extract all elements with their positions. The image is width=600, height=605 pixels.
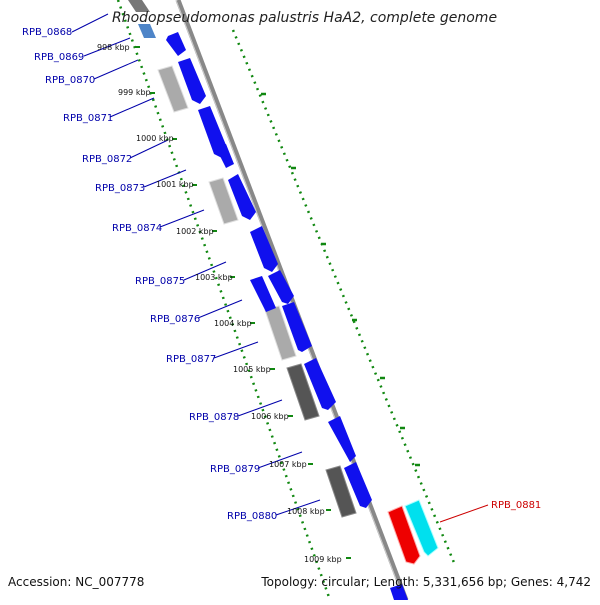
gene-arrow-cyan[interactable] [404,499,439,557]
gene-label[interactable]: RPB_0874 [112,223,162,234]
kbp-label: 1002 kbp [176,227,214,236]
kbp-label: 1004 kbp [214,319,252,328]
gene-arrow[interactable] [216,144,234,168]
gene-box[interactable] [138,24,156,38]
gene-arrow[interactable] [198,106,228,158]
inner-dotted-guide [116,0,332,601]
gene-label[interactable]: RPB_0868 [22,27,72,38]
gene-label[interactable]: RPB_0870 [45,75,95,86]
gene-arrow-red[interactable] [387,505,421,565]
gene-arrow[interactable] [228,174,256,220]
gene-label[interactable]: RPB_0873 [95,183,145,194]
gene-label[interactable]: RPB_0879 [210,464,260,475]
gene-arrow[interactable] [250,226,278,272]
gene-label-highlight[interactable]: RPB_0881 [491,500,541,511]
gene-box[interactable] [286,363,320,421]
kbp-label: 1007 kbp [269,460,307,469]
kbp-label: 998 kbp [97,43,130,52]
gene-box[interactable] [325,465,357,518]
label-leader-lines [71,13,321,516]
kbp-label: 1003 kbp [195,273,233,282]
gene-labels: RPB_0868 RPB_0869 RPB_0870 RPB_0871 RPB_… [22,27,541,522]
inner-tick-marks [135,46,351,559]
gene-arrow[interactable] [304,358,336,410]
gene-box[interactable] [157,65,189,113]
gene-features-inner [128,0,357,518]
gene-box[interactable] [208,177,239,225]
gene-label[interactable]: RPB_0872 [82,154,132,165]
outer-tick-marks [261,92,420,467]
gene-label[interactable]: RPB_0878 [189,412,239,423]
label-leader-line-red [439,504,489,523]
kbp-label: 1006 kbp [251,412,289,421]
accession-text: Accession: NC_007778 [8,575,144,589]
gene-arrow[interactable] [178,58,206,104]
kbp-label: 999 kbp [118,88,151,97]
gene-label[interactable]: RPB_0876 [150,314,200,325]
gene-arrow[interactable] [166,32,186,56]
gene-label[interactable]: RPB_0871 [63,113,113,124]
gene-arrow[interactable] [250,276,276,312]
gene-arrow[interactable] [344,462,372,508]
gene-box[interactable] [128,0,150,12]
gene-arrow[interactable] [282,302,312,352]
kbp-label: 1009 kbp [304,555,342,564]
map-title: Rhodopseudomonas palustris HaA2, complet… [112,10,497,26]
kbp-label: 1005 kbp [233,365,271,374]
gene-label[interactable]: RPB_0877 [166,354,216,365]
kbp-label: 1001 kbp [156,180,194,189]
gene-arrow[interactable] [328,416,356,462]
gene-arrow[interactable] [268,270,294,304]
genome-summary-text: Topology: circular; Length: 5,331,656 bp… [260,575,591,589]
gene-features-blue [166,32,408,600]
gene-label[interactable]: RPB_0875 [135,276,185,287]
kbp-label: 1000 kbp [136,134,174,143]
kbp-label: 1008 kbp [287,507,325,516]
gene-label[interactable]: RPB_0869 [34,52,84,63]
gene-label[interactable]: RPB_0880 [227,511,277,522]
kbp-tick-labels: 998 kbp 999 kbp 1000 kbp 1001 kbp 1002 k… [97,43,342,564]
gene-arrow[interactable] [390,584,408,600]
